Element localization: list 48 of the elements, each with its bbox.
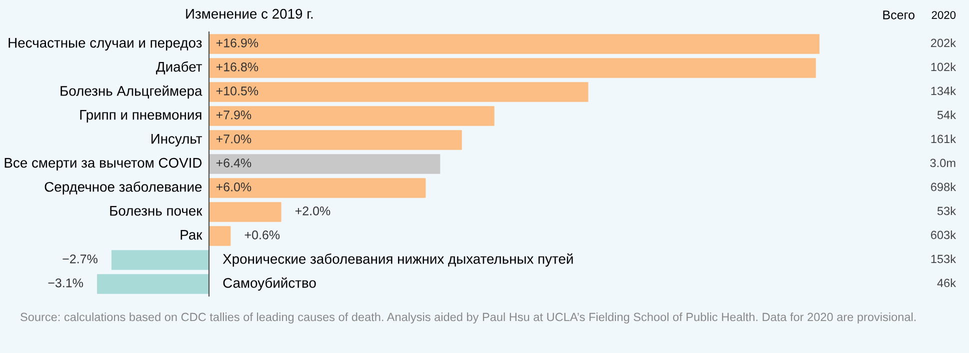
y-tick-label: Болезнь почек — [110, 206, 202, 216]
y-tick-label: Несчастные случаи и передоз — [8, 38, 202, 50]
source-note: Source: calculations based on CDC tallies of leading causes of death. Analysis aided by Paul Hsu at UCLA’s Fielding School of Public Health. Data for 2020 are provisional. — [20, 312, 916, 324]
y-tick-label: Самоубийство — [223, 277, 316, 291]
data-label: +0.6% — [244, 230, 280, 240]
text: 2020 — [932, 11, 956, 19]
chart-title: Изменение с 2019 г. — [186, 8, 313, 19]
text: 153k — [931, 254, 956, 264]
text: 102k — [931, 62, 956, 72]
y-tick-label: Сердечное заболевание — [44, 181, 202, 195]
bar — [209, 178, 426, 198]
bar — [209, 34, 820, 54]
text: 3.0m — [930, 158, 956, 168]
text: Всего — [883, 10, 914, 20]
bar — [209, 202, 282, 222]
data-label: +7.0% — [216, 134, 252, 144]
bar — [209, 58, 816, 78]
bar — [209, 154, 440, 174]
data-label: +16.8% — [216, 62, 258, 72]
data-label: +7.9% — [216, 110, 252, 120]
text: 134k — [931, 86, 956, 96]
text: 53k — [937, 206, 956, 216]
y-tick-label: Болезнь Альцгеймера — [60, 85, 202, 99]
bar — [209, 106, 494, 126]
data-label: +6.0% — [216, 182, 252, 192]
data-label: −3.1% — [48, 278, 84, 288]
bar — [209, 226, 231, 246]
text: 161k — [931, 134, 956, 144]
y-tick-label: Инсульт — [152, 134, 202, 146]
text: 603k — [931, 230, 956, 240]
bar — [111, 250, 209, 270]
bar — [209, 82, 588, 102]
bar — [209, 130, 462, 150]
y-tick-label: Диабет — [156, 61, 202, 74]
y-tick-label: Рак — [180, 230, 202, 240]
text: 202k — [930, 38, 956, 48]
data-label: +10.5% — [216, 86, 258, 96]
y-tick-label: Хронические заболевания нижних дыхательных путей — [222, 253, 573, 267]
data-label: −2.7% — [62, 254, 98, 264]
data-label: +6.4% — [216, 158, 252, 168]
text: 46k — [937, 278, 956, 288]
data-label: +16.9% — [216, 38, 258, 48]
text: 54k — [937, 110, 956, 120]
text: 698k — [931, 182, 956, 192]
data-label: +2.0% — [295, 206, 330, 216]
y-tick-label: Грипп и пневмония — [80, 110, 202, 122]
y-tick-label: Все смерти за вычетом COVID — [4, 158, 202, 170]
bar — [97, 274, 209, 294]
